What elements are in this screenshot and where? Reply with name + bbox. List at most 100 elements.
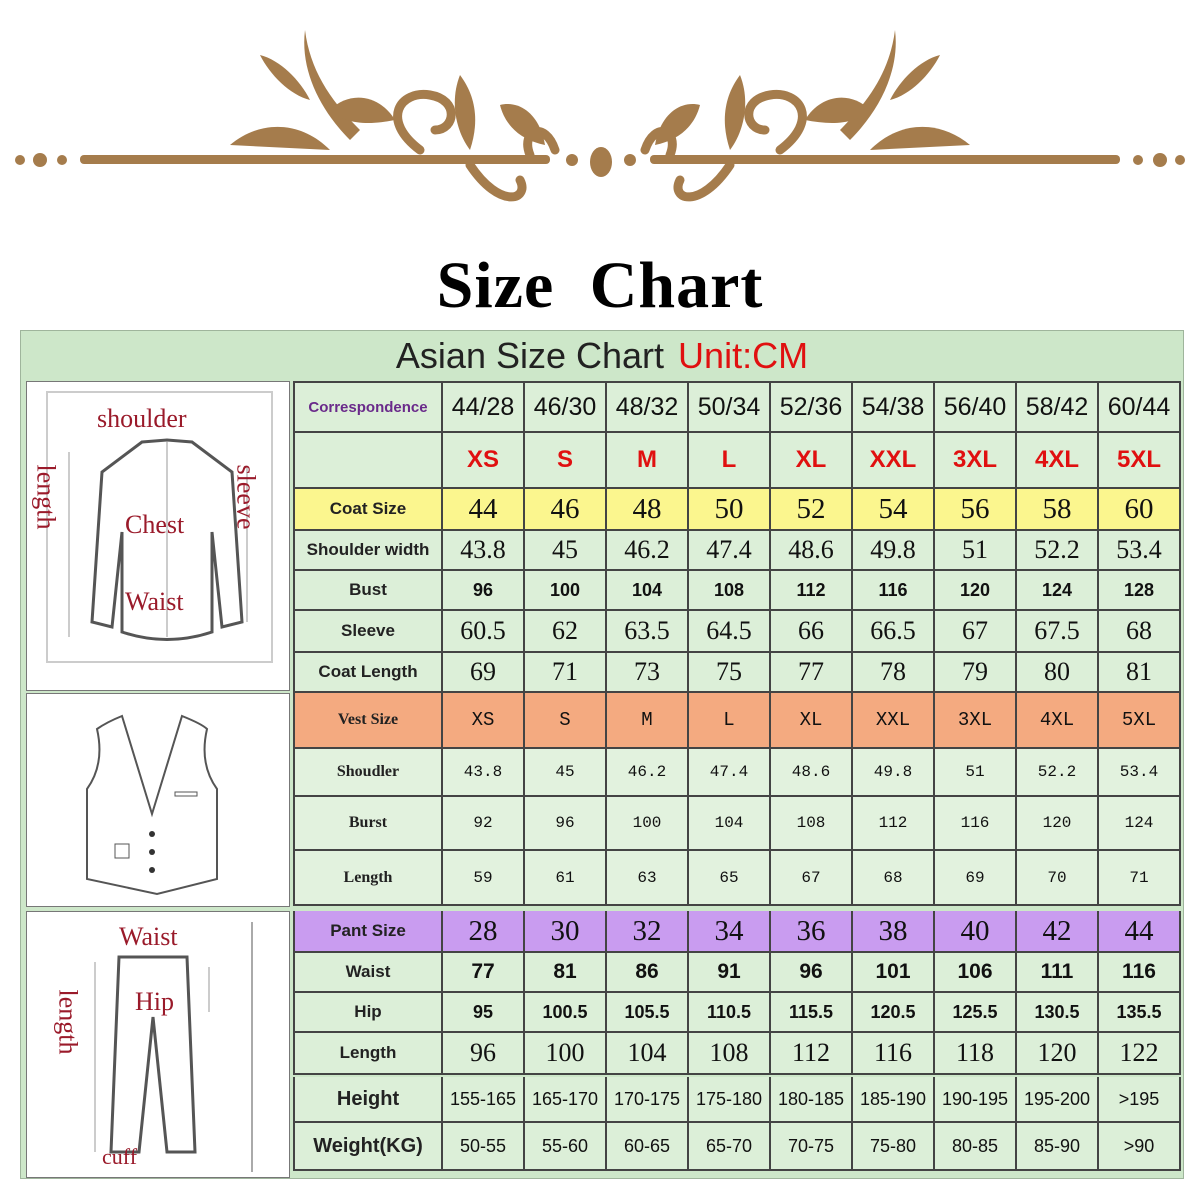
table-cell: 69 (443, 653, 525, 693)
table-cell: 80-85 (935, 1123, 1017, 1171)
table-cell: 58/42 (1017, 381, 1099, 433)
table-cell: 124 (1099, 797, 1181, 851)
table-row: Weight(KG) 50-55 55-60 60-65 65-70 70-75 75-80… (293, 1123, 1181, 1171)
table-cell: 44 (1099, 911, 1181, 953)
table-cell: 42 (1017, 911, 1099, 953)
table-cell: 48 (607, 489, 689, 531)
row-label: Height (293, 1077, 443, 1123)
row-label: Coat Length (293, 653, 443, 693)
table-cell: 116 (853, 1033, 935, 1075)
table-cell: 124 (1017, 571, 1099, 611)
hip-label: Hip (135, 987, 174, 1016)
table-cell: 96 (443, 1033, 525, 1075)
table-cell: 73 (607, 653, 689, 693)
table-cell: 78 (853, 653, 935, 693)
table-cell: 71 (1099, 851, 1181, 906)
table-cell: 122 (1099, 1033, 1181, 1075)
table-cell: 52 (771, 489, 853, 531)
table-cell: 52.2 (1017, 531, 1099, 571)
coat-illustration (46, 391, 273, 663)
table-cell: 95 (443, 993, 525, 1033)
row-label: Bust (293, 571, 443, 611)
table-cell: 105.5 (607, 993, 689, 1033)
pants-waist-label: Waist (119, 922, 178, 951)
table-cell: 43.8 (443, 531, 525, 571)
table-cell: 111 (1017, 953, 1099, 993)
table-cell: 96 (443, 571, 525, 611)
table-cell: XS (443, 433, 525, 489)
table-cell: XXL (853, 433, 935, 489)
table-cell: 46.2 (607, 531, 689, 571)
table-cell: 47.4 (689, 531, 771, 571)
table-cell: 63 (607, 851, 689, 906)
table-cell: 120 (1017, 797, 1099, 851)
unit-label: Unit:CM (678, 335, 809, 376)
table-cell: 86 (607, 953, 689, 993)
table-cell: 104 (607, 571, 689, 611)
table-cell: 67 (771, 851, 853, 906)
vest-illustration (86, 714, 218, 896)
table-cell: 34 (689, 911, 771, 953)
table-row: Waist 77 81 86 91 96 101 106 111 116 (293, 953, 1181, 993)
table-row: Vest Size XS S M L XL XXL 3XL 4XL 5XL (293, 693, 1181, 749)
table-row: XS S M L XL XXL 3XL 4XL 5XL (293, 433, 1181, 489)
table-cell: XXL (853, 693, 935, 749)
table-cell: 49.8 (853, 749, 935, 797)
table-cell: 79 (935, 653, 1017, 693)
table-row: Shoulder width 43.8 45 46.2 47.4 48.6 49.8 51 52… (293, 531, 1181, 571)
table-cell: 77 (771, 653, 853, 693)
chart-title: Asian Size Chart (395, 335, 665, 376)
table-cell: 50 (689, 489, 771, 531)
table-cell: S (525, 433, 607, 489)
table-cell: 108 (771, 797, 853, 851)
table-cell: 32 (607, 911, 689, 953)
table-cell: 75-80 (853, 1123, 935, 1171)
table-cell: 128 (1099, 571, 1181, 611)
table-cell: 67.5 (1017, 611, 1099, 653)
table-cell: 60 (1099, 489, 1181, 531)
table-row: Sleeve 60.5 62 63.5 64.5 66 66.5 67 67.5 68 (293, 611, 1181, 653)
table-cell: 48.6 (771, 749, 853, 797)
table-cell: 43.8 (443, 749, 525, 797)
vest-diagram (26, 693, 290, 907)
row-label: Hip (293, 993, 443, 1033)
table-cell: 112 (771, 1033, 853, 1075)
table-cell: M (607, 433, 689, 489)
table-cell: 30 (525, 911, 607, 953)
table-cell: 66 (771, 611, 853, 653)
table-cell: 53.4 (1099, 531, 1181, 571)
table-cell: 180-185 (771, 1077, 853, 1123)
table-cell: 92 (443, 797, 525, 851)
table-cell: 125.5 (935, 993, 1017, 1033)
table-cell: 100 (525, 1033, 607, 1075)
table-cell: 62 (525, 611, 607, 653)
size-chart: Asian Size Chart Unit:CM shoulder length … (20, 330, 1184, 1179)
table-cell: XL (771, 433, 853, 489)
pants-illustration (94, 922, 253, 1172)
table-cell: 71 (525, 653, 607, 693)
table-cell: 106 (935, 953, 1017, 993)
table-cell: 51 (935, 749, 1017, 797)
table-cell: 5XL (1099, 693, 1181, 749)
table-cell: 3XL (935, 433, 1017, 489)
table-cell: 46/30 (525, 381, 607, 433)
table-cell: 56/40 (935, 381, 1017, 433)
table-cell: >195 (1099, 1077, 1181, 1123)
table-cell: 64.5 (689, 611, 771, 653)
table-cell: 170-175 (607, 1077, 689, 1123)
row-label: Vest Size (293, 693, 443, 749)
table-cell: 108 (689, 571, 771, 611)
table-row: Hip 95 100.5 105.5 110.5 115.5 120.5 125.5 130.5… (293, 993, 1181, 1033)
row-label: Coat Size (293, 489, 443, 531)
length-label: length (31, 464, 61, 530)
table-cell: 60.5 (443, 611, 525, 653)
table-cell: 100 (525, 571, 607, 611)
table-cell: 68 (1099, 611, 1181, 653)
table-cell: 112 (853, 797, 935, 851)
table-cell: 135.5 (1099, 993, 1181, 1033)
table-cell: 52.2 (1017, 749, 1099, 797)
pants-length-label: length (53, 989, 83, 1055)
table-row: Coat Size 44 46 48 50 52 54 56 58 60 (293, 489, 1181, 531)
table-cell: 65-70 (689, 1123, 771, 1171)
table-cell: 66.5 (853, 611, 935, 653)
